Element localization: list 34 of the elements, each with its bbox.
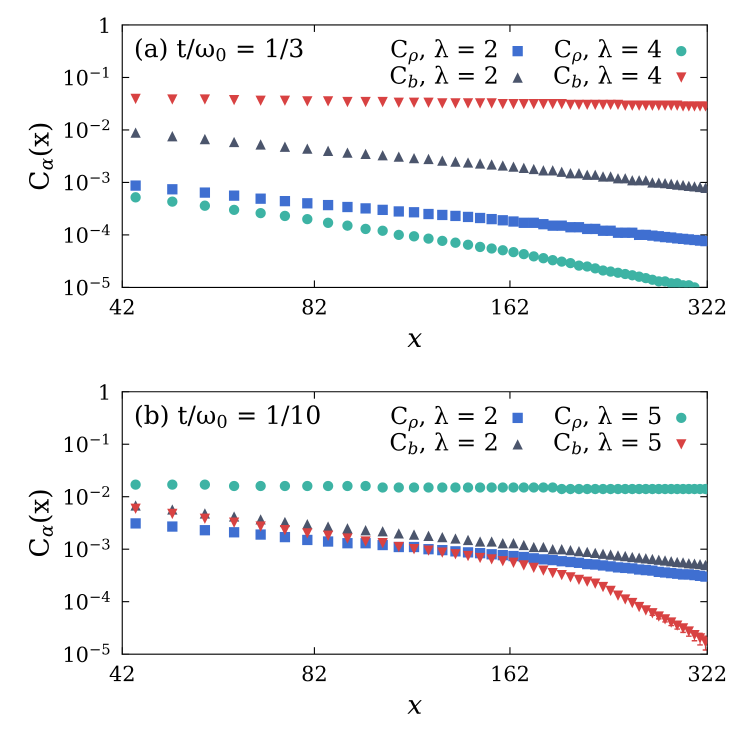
x-tick-label: 82 (302, 298, 326, 315)
legend-label: C$_{b}$, λ = 4 (554, 66, 662, 88)
chart-title: (b) t/ω$_{0}$ = 1/10 (136, 404, 320, 428)
y-tick-label: 1 (100, 384, 108, 400)
x-tick-label: 162 (492, 666, 528, 682)
y-tick-label: 10$^{−2}$ (64, 119, 110, 138)
chart-title: (a) t/ω$_{0}$ = 1/3 (136, 38, 302, 62)
y-tick-label: 10$^{−1}$ (64, 434, 109, 452)
x-tick-label: 42 (110, 298, 134, 314)
y-axis-title: C$_{α}$(x) (28, 124, 53, 190)
legend-label: C$_{ρ}$, λ = 5 (555, 406, 660, 432)
x-tick-label: 322 (688, 666, 726, 682)
legend-label: C$_{b}$, λ = 2 (390, 432, 496, 454)
y-tick-label: 10$^{−5}$ (64, 276, 110, 296)
x-tick-label: 82 (302, 666, 326, 682)
x-tick-label: 162 (492, 298, 528, 315)
y-tick-label: 10$^{−2}$ (64, 486, 110, 505)
y-tick-label: 10$^{−5}$ (64, 644, 110, 662)
y-axis-title: C$_{α}$(x) (28, 490, 53, 556)
x-tick-label: 42 (110, 666, 134, 682)
y-tick-label: 10$^{−4}$ (64, 224, 110, 243)
legend-label: C$_{ρ}$, λ = 4 (555, 39, 661, 64)
legend-label: C$_{ρ}$, λ = 2 (391, 39, 496, 64)
y-tick-label: 10$^{−4}$ (64, 591, 110, 610)
legend-label: C$_{ρ}$, λ = 2 (391, 406, 496, 432)
x-tick-label: 322 (688, 298, 726, 315)
y-tick-label: 10$^{−3}$ (64, 172, 110, 190)
x-axis-title: x (407, 700, 422, 714)
y-tick-label: 1 (100, 17, 108, 33)
x-axis-title: x (407, 333, 422, 348)
y-tick-label: 10$^{−1}$ (64, 66, 109, 86)
legend-label: C$_{b}$, λ = 5 (554, 432, 661, 454)
y-tick-label: 10$^{−3}$ (64, 538, 110, 558)
legend-label: C$_{b}$, λ = 2 (390, 66, 496, 88)
